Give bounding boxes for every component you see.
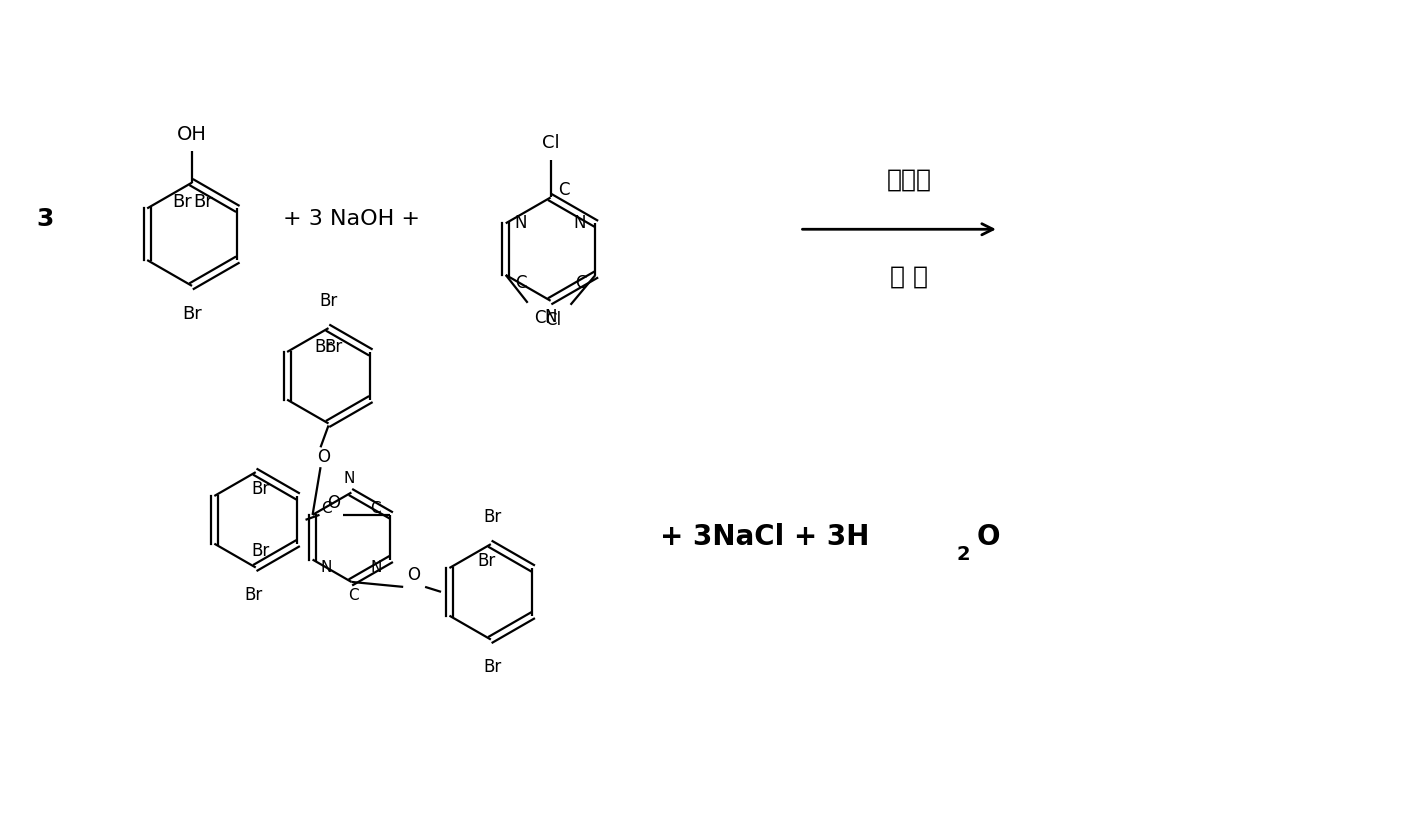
Text: OH: OH <box>177 126 207 144</box>
Text: Br: Br <box>172 194 192 211</box>
Text: Br: Br <box>245 587 263 604</box>
Text: N: N <box>343 471 354 486</box>
Text: Cl: Cl <box>535 308 551 327</box>
Text: 3: 3 <box>36 207 53 231</box>
Text: Br: Br <box>182 305 202 323</box>
Text: C: C <box>370 501 381 516</box>
Text: 溶 剂: 溶 剂 <box>890 265 929 289</box>
Text: Br: Br <box>193 194 213 211</box>
Text: Br: Br <box>315 338 333 356</box>
Text: C: C <box>558 180 569 199</box>
Text: C: C <box>516 274 527 292</box>
Text: Br: Br <box>478 552 496 570</box>
Text: O: O <box>976 523 1000 551</box>
Text: C: C <box>321 501 332 516</box>
Text: 催化剂: 催化剂 <box>887 168 932 192</box>
Text: O: O <box>317 448 331 466</box>
Text: + 3NaCl + 3H: + 3NaCl + 3H <box>660 523 870 551</box>
Text: Br: Br <box>483 509 502 526</box>
Text: O: O <box>406 566 420 584</box>
Text: Cl: Cl <box>545 311 562 328</box>
Text: O: O <box>326 494 340 512</box>
Text: N: N <box>514 215 527 232</box>
Text: Br: Br <box>483 659 502 676</box>
Text: 2: 2 <box>957 545 971 564</box>
Text: N: N <box>321 560 332 575</box>
Text: + 3 NaOH +: + 3 NaOH + <box>283 210 420 230</box>
Text: C: C <box>574 274 586 292</box>
Text: Br: Br <box>251 541 269 560</box>
Text: Br: Br <box>324 338 342 356</box>
Text: Br: Br <box>251 480 269 498</box>
Text: N: N <box>573 215 586 232</box>
Text: N: N <box>545 308 556 326</box>
Text: N: N <box>371 560 382 575</box>
Text: Cl: Cl <box>542 134 559 152</box>
Text: C: C <box>347 588 359 603</box>
Text: Br: Br <box>319 292 338 310</box>
